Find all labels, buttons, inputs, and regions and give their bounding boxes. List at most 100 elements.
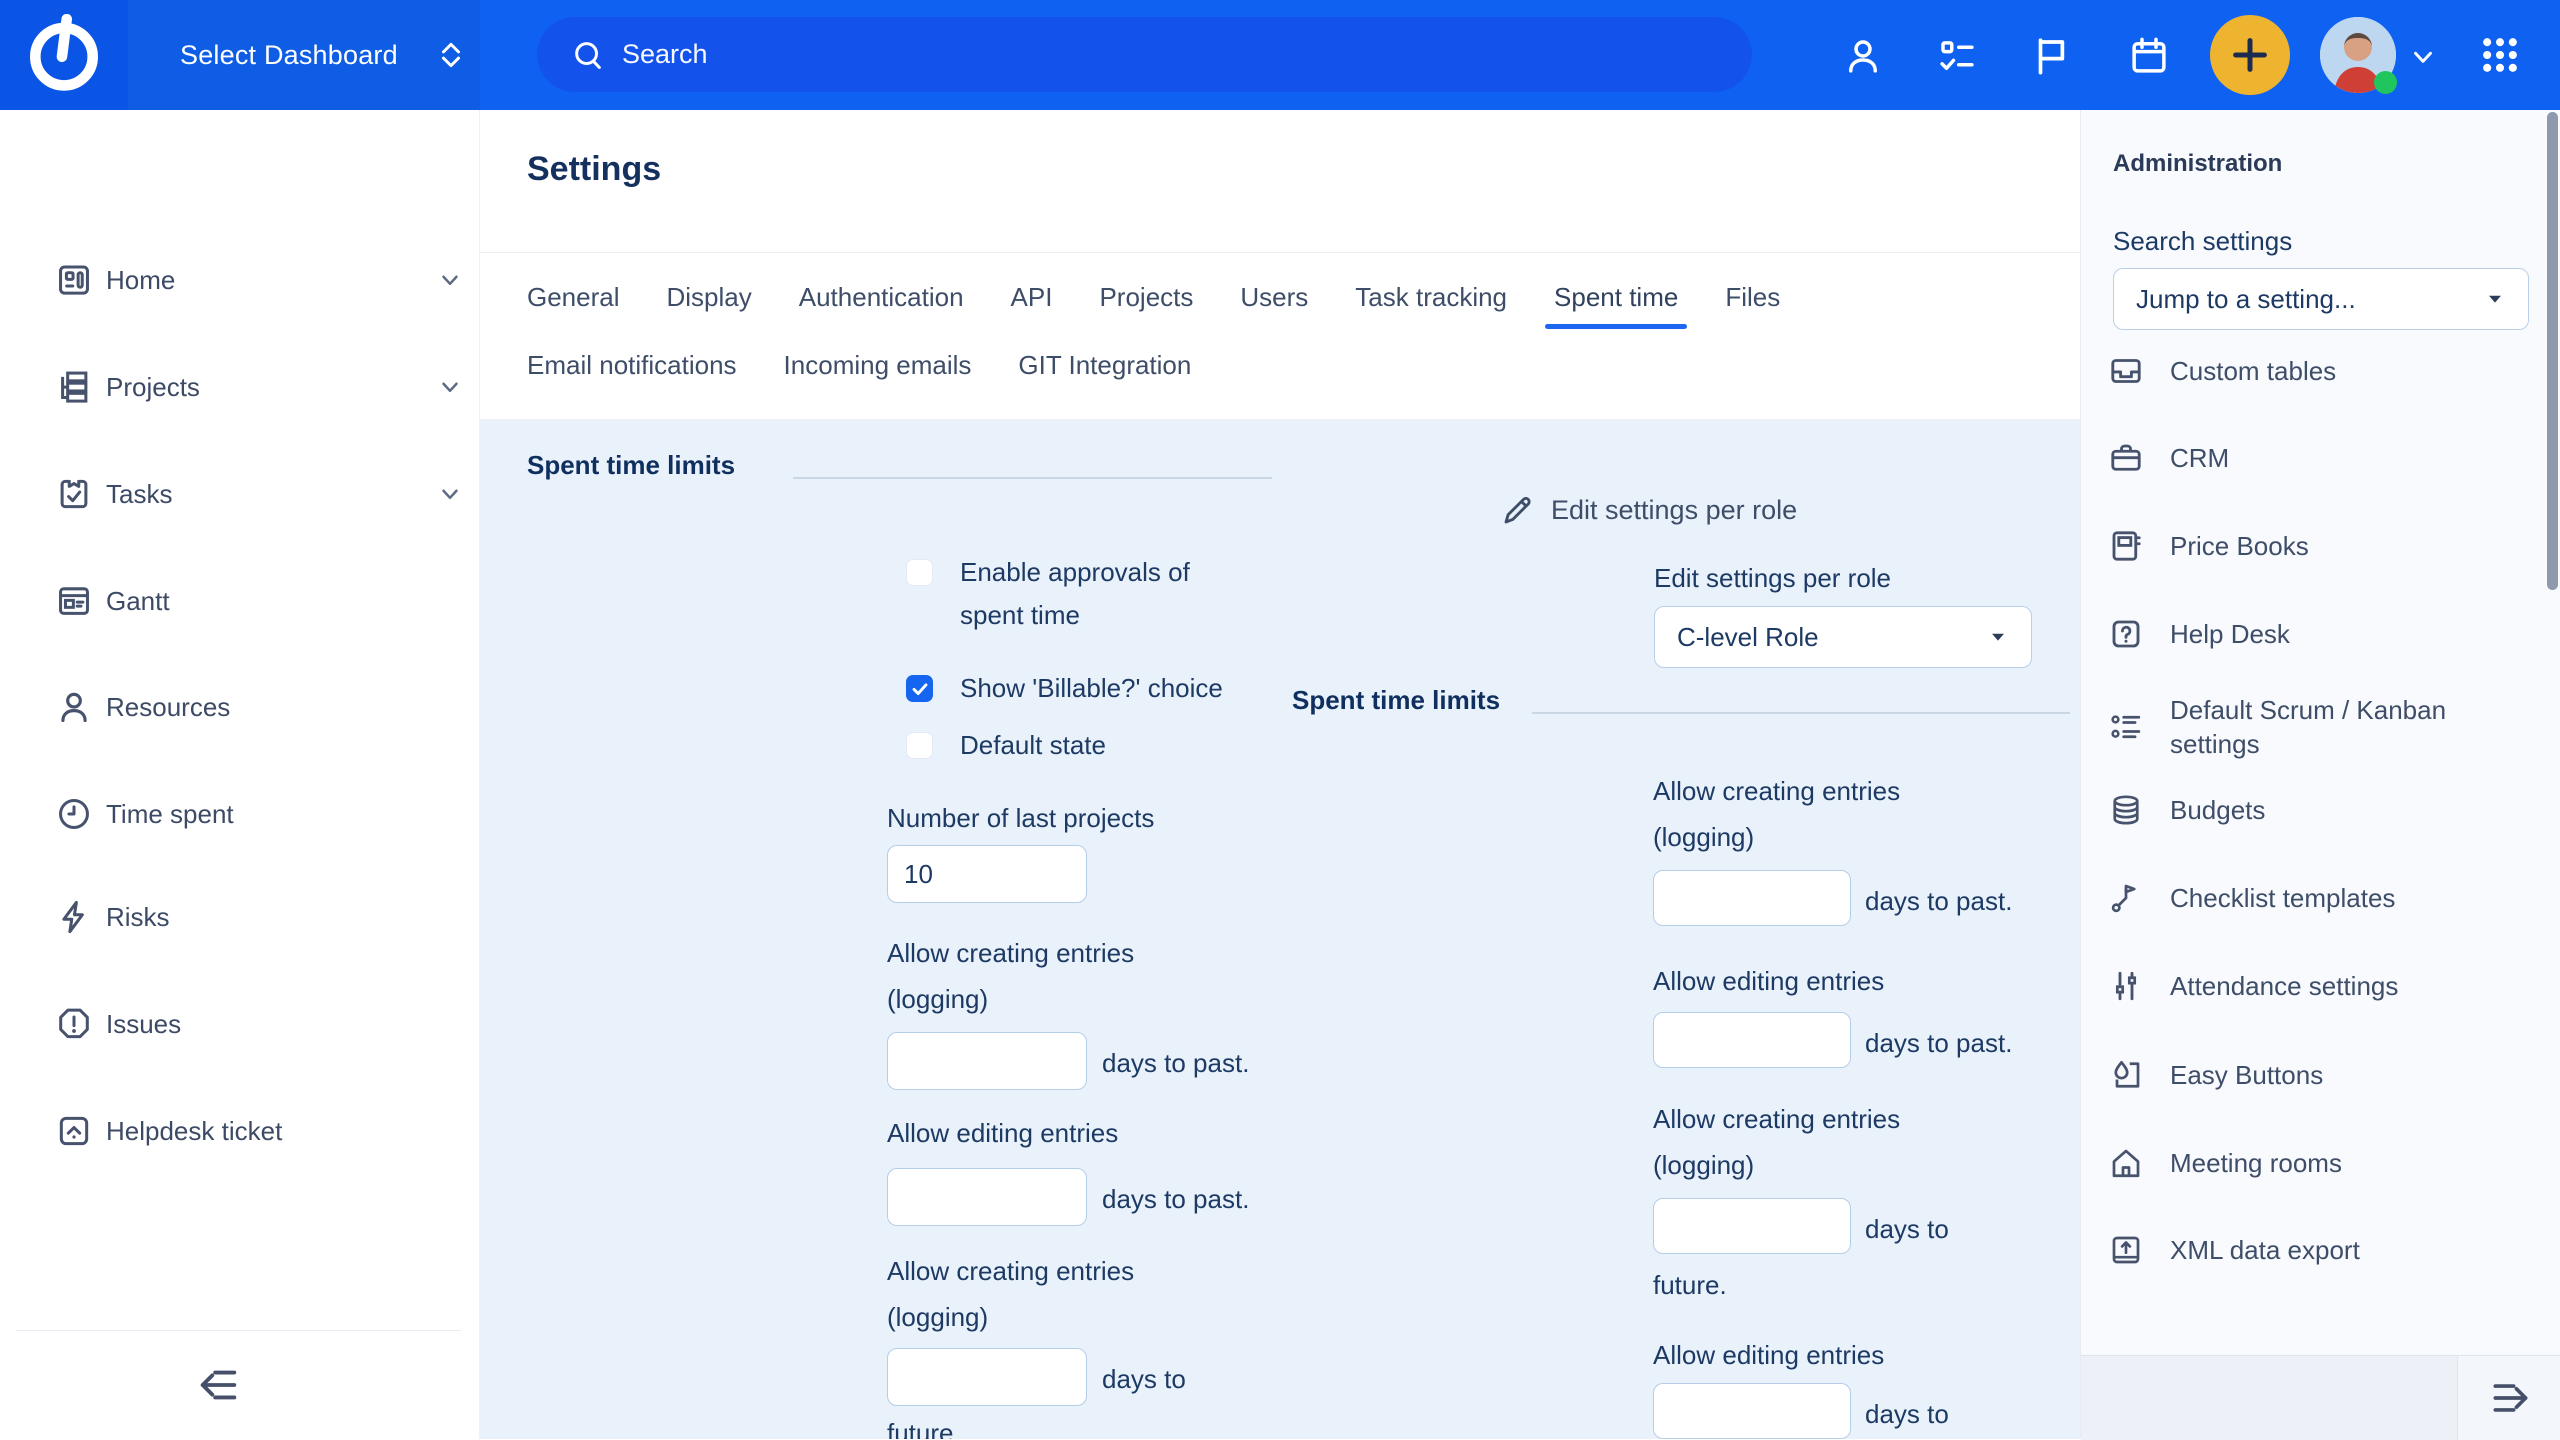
price-books-icon [2108, 528, 2144, 564]
role-creating-days-to-future-input[interactable] [1653, 1198, 1851, 1254]
admin-item-price-books[interactable]: Price Books [2108, 528, 2309, 564]
tab-incoming-emails[interactable]: Incoming emails [783, 349, 972, 380]
tab-general[interactable]: General [527, 281, 620, 312]
sidebar-item-projects[interactable]: Projects [55, 357, 463, 417]
admin-item-attendance-settings[interactable]: Attendance settings [2108, 968, 2398, 1004]
admin-item-scrum-kanban[interactable]: Default Scrum / Kanban settings [2108, 693, 2515, 761]
online-status-dot [2374, 71, 2397, 94]
role-select-value: C-level Role [1677, 621, 1819, 652]
default-state-checkbox[interactable] [906, 732, 933, 759]
meeting-rooms-icon [2108, 1145, 2144, 1181]
sidebar-item-issues[interactable]: Issues [55, 994, 463, 1054]
sidebar-item-risks[interactable]: Risks [55, 887, 463, 947]
select-caret-icon [1987, 626, 2009, 648]
attendance-icon [2108, 968, 2144, 1004]
tab-projects[interactable]: Projects [1099, 281, 1194, 312]
tab-authentication[interactable]: Authentication [798, 281, 964, 312]
panel-scrollbar[interactable] [2547, 112, 2558, 590]
admin-item-custom-tables[interactable]: Custom tables [2108, 353, 2336, 389]
sidebar-item-home[interactable]: Home [55, 250, 463, 310]
select-dashboard-label: Select Dashboard [180, 39, 398, 70]
admin-item-help-desk[interactable]: Help Desk [2108, 616, 2290, 652]
tab-users[interactable]: Users [1240, 281, 1309, 312]
number-of-last-projects-input[interactable] [887, 845, 1087, 903]
enable-approvals-checkbox[interactable] [906, 559, 933, 586]
jump-to-setting-placeholder: Jump to a setting... [2136, 283, 2356, 314]
chevron-down-icon[interactable] [2408, 42, 2438, 72]
creating-days-to-future-input[interactable] [887, 1348, 1087, 1406]
admin-item-crm[interactable]: CRM [2108, 440, 2229, 476]
sidebar-item-label: Time spent [106, 798, 234, 829]
helpdesk-icon [55, 1112, 93, 1150]
days-to-past-suffix: days to past. [1102, 1048, 1250, 1078]
admin-item-meeting-rooms[interactable]: Meeting rooms [2108, 1145, 2342, 1181]
sidebar-item-tasks[interactable]: Tasks [55, 464, 463, 524]
future-suffix: future. [887, 1418, 961, 1439]
flag-icon[interactable] [2030, 35, 2072, 77]
role-editing-days-to-past-input[interactable] [1653, 1012, 1851, 1068]
avatar[interactable] [2320, 17, 2396, 93]
tab-api[interactable]: API [1010, 281, 1053, 312]
scrum-kanban-icon [2108, 709, 2144, 745]
admin-item-checklist-templates[interactable]: Checklist templates [2108, 880, 2395, 916]
section-title-spent-time-limits-role: Spent time limits [1292, 685, 1501, 715]
easy-buttons-icon [2108, 1057, 2144, 1093]
tab-task-tracking[interactable]: Task tracking [1355, 281, 1508, 312]
apps-grid-icon[interactable] [2478, 33, 2522, 77]
sidebar-item-label: Home [106, 264, 176, 295]
sidebar-item-resources[interactable]: Resources [55, 677, 463, 737]
xml-export-icon [2108, 1232, 2144, 1268]
future-suffix: future. [1653, 1270, 1727, 1300]
tasks-icon [55, 475, 93, 513]
sidebar-item-label: Issues [106, 1008, 182, 1039]
tab-git-integration[interactable]: GIT Integration [1018, 349, 1192, 380]
help-desk-icon [2108, 616, 2144, 652]
panel-expand-button[interactable] [2457, 1356, 2560, 1440]
dashboard-updown-icon [436, 35, 466, 75]
sidebar-item-time-spent[interactable]: Time spent [55, 784, 463, 844]
role-editing-days-to-future-input[interactable] [1653, 1383, 1851, 1439]
sidebar-item-label: Tasks [106, 478, 173, 509]
allow-creating-entries-future-label-role: Allow creating entries (logging) [1653, 1104, 1901, 1180]
admin-item-easy-buttons[interactable]: Easy Buttons [2108, 1057, 2323, 1093]
role-creating-days-to-past-input[interactable] [1653, 870, 1851, 926]
page-header: Settings [480, 110, 2080, 253]
tab-display[interactable]: Display [666, 281, 752, 312]
sidebar-item-gantt[interactable]: Gantt [55, 571, 463, 631]
chevron-down-icon [437, 481, 463, 507]
edit-settings-per-role-label: Edit settings per role [1654, 563, 1892, 593]
calendar-icon[interactable] [2128, 35, 2170, 77]
edit-settings-per-role-link[interactable]: Edit settings per role [1500, 492, 1797, 528]
tab-spent-time[interactable]: Spent time [1545, 281, 1688, 329]
search-input[interactable]: Search [537, 17, 1752, 92]
tab-files[interactable]: Files [1725, 281, 1781, 312]
sidebar-item-label: Risks [106, 901, 170, 932]
section-divider [1532, 712, 2070, 714]
creating-days-to-past-input[interactable] [887, 1032, 1087, 1090]
administration-title: Administration [2113, 150, 2283, 177]
sidebar-collapse-button[interactable] [196, 1362, 242, 1408]
tab-email-notifications[interactable]: Email notifications [527, 349, 737, 380]
role-select[interactable]: C-level Role [1654, 606, 2032, 668]
select-dashboard-button[interactable]: Select Dashboard [128, 0, 480, 110]
sidebar-item-label: Helpdesk ticket [106, 1115, 283, 1146]
days-to-past-suffix: days to past. [1102, 1184, 1250, 1214]
sidebar-item-helpdesk-ticket[interactable]: Helpdesk ticket [55, 1101, 463, 1161]
allow-editing-entries-label-role-2: Allow editing entries [1653, 1340, 1885, 1370]
admin-item-budgets[interactable]: Budgets [2108, 792, 2265, 828]
show-billable-checkbox[interactable] [906, 675, 933, 702]
checklist-icon[interactable] [1936, 35, 1978, 77]
editing-days-to-past-input[interactable] [887, 1168, 1087, 1226]
section-divider [793, 477, 1272, 479]
user-icon[interactable] [1842, 35, 1884, 77]
default-state-label: Default state [960, 730, 1106, 760]
jump-to-setting-select[interactable]: Jump to a setting... [2113, 268, 2529, 330]
admin-item-xml-data-export[interactable]: XML data export [2108, 1232, 2360, 1268]
chevron-down-icon [437, 267, 463, 293]
resources-icon [55, 688, 93, 726]
add-button[interactable] [2210, 15, 2290, 95]
left-sidebar: Home Projects Tasks Gantt Resources Time… [0, 110, 480, 1439]
app-logo[interactable] [0, 0, 128, 110]
sidebar-divider [16, 1330, 461, 1331]
search-icon [571, 38, 605, 72]
